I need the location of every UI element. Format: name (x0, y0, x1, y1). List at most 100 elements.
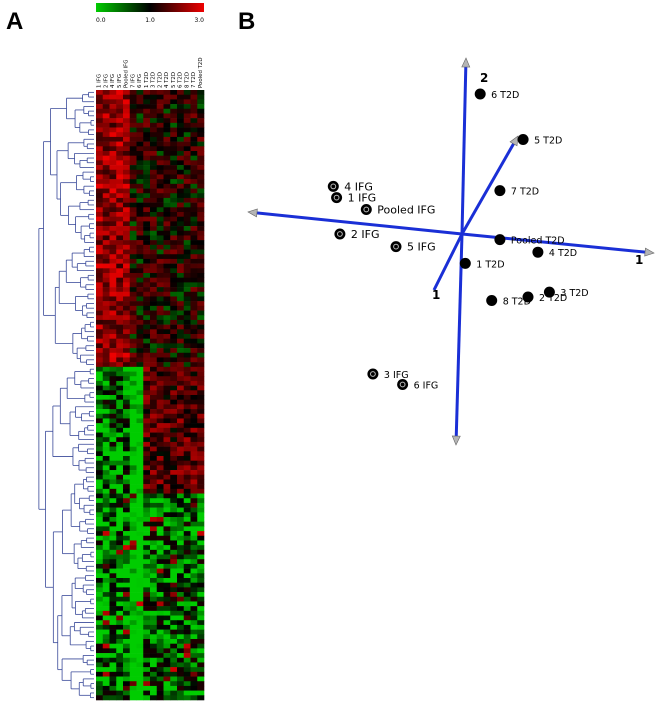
heatmap-cell (150, 470, 158, 476)
heatmap-cell (170, 343, 178, 349)
heatmap-cell (143, 193, 151, 199)
heatmap-cell (163, 549, 171, 555)
heatmap-cell (123, 479, 131, 485)
heatmap-cell (156, 221, 164, 227)
heatmap-cell (102, 634, 110, 640)
heatmap-cell (96, 653, 104, 659)
heatmap-cell (190, 690, 198, 696)
heatmap-cell (102, 606, 110, 612)
heatmap-cell (102, 409, 110, 415)
heatmap-cell (197, 507, 205, 513)
heatmap-cell (197, 563, 205, 569)
heatmap-cell (197, 151, 205, 156)
heatmap-cell (190, 563, 198, 569)
heatmap-cell (109, 540, 117, 546)
heatmap-cell (136, 188, 144, 194)
heatmap-cell (190, 465, 198, 471)
heatmap-cell (136, 197, 144, 203)
heatmap-cell (177, 568, 185, 574)
heatmap-cell (116, 531, 124, 537)
heatmap-cell (136, 338, 144, 344)
heatmap-cell (96, 263, 104, 269)
heatmap-cell (143, 399, 151, 405)
heatmap-cell (96, 390, 104, 396)
heatmap-cell (183, 207, 191, 213)
heatmap-cell (116, 99, 124, 105)
heatmap-cell (163, 334, 171, 339)
point-label: 8 T2D (503, 297, 531, 308)
heatmap-cell (123, 94, 131, 100)
heatmap-cell (102, 549, 110, 555)
heatmap-cell (143, 498, 151, 504)
heatmap-cell (136, 319, 144, 325)
heatmap-cell (150, 212, 158, 217)
heatmap-cell (183, 90, 191, 95)
heatmap-cell (177, 94, 185, 100)
heatmap-cell (183, 99, 191, 105)
heatmap-cell (102, 498, 110, 504)
column-label: 3 T2D (151, 72, 157, 88)
heatmap-cell (177, 104, 185, 110)
heatmap-cell (136, 362, 144, 368)
heatmap-cell (156, 521, 164, 527)
heatmap-cell (150, 348, 158, 354)
heatmap-cell (96, 540, 104, 546)
heatmap-cell (163, 512, 171, 518)
heatmap-cell (143, 151, 151, 156)
heatmap-cell (109, 151, 117, 156)
heatmap-cell (123, 174, 131, 180)
heatmap-cell (197, 681, 205, 687)
data-point (459, 257, 471, 269)
heatmap-cell (136, 244, 144, 250)
heatmap-cell (183, 127, 191, 133)
heatmap-cell (96, 446, 104, 452)
heatmap-cell (96, 568, 104, 574)
heatmap-cell (143, 395, 151, 400)
heatmap-cell (177, 418, 185, 424)
heatmap-cell (190, 376, 198, 382)
heatmap-cell (102, 127, 110, 133)
heatmap-cell (156, 502, 164, 508)
heatmap-cell (96, 615, 104, 621)
heatmap-cell (190, 122, 198, 128)
heatmap-cell (129, 451, 137, 457)
heatmap-cells (96, 90, 205, 701)
heatmap-cell (96, 629, 104, 635)
heatmap-cell (190, 202, 198, 208)
heatmap-cell (123, 404, 131, 410)
heatmap-cell (170, 221, 178, 227)
heatmap-cell (150, 662, 158, 668)
heatmap-cell (197, 301, 205, 307)
heatmap-cell (109, 315, 117, 321)
heatmap-cell (177, 587, 185, 593)
heatmap-cell (190, 498, 198, 504)
heatmap-cell (96, 559, 104, 565)
heatmap-cell (183, 179, 191, 185)
heatmap-cell (183, 512, 191, 518)
column-label: 1 T2D (144, 72, 150, 88)
heatmap-cell (190, 380, 198, 386)
heatmap-cell (116, 277, 124, 283)
heatmap-cell (143, 324, 151, 330)
heatmap-cell (123, 268, 131, 274)
heatmap-cell (163, 155, 171, 161)
heatmap-cell (170, 230, 178, 236)
heatmap-cell (183, 643, 191, 649)
heatmap-cell (177, 578, 185, 583)
heatmap-cell (163, 169, 171, 175)
heatmap-cell (96, 681, 104, 687)
heatmap-cell (170, 653, 178, 659)
heatmap-cell (102, 390, 110, 396)
heatmap-cell (96, 141, 104, 147)
heatmap-cell (177, 151, 185, 156)
heatmap-cell (116, 624, 124, 630)
heatmap-cell (170, 315, 178, 321)
heatmap-cell (109, 573, 117, 579)
heatmap-cell (116, 639, 124, 644)
heatmap-cell (116, 601, 124, 607)
heatmap-cell (197, 620, 205, 626)
heatmap-cell (183, 535, 191, 541)
heatmap-cell (163, 399, 171, 405)
data-point (331, 192, 343, 204)
heatmap-cell (150, 263, 158, 269)
